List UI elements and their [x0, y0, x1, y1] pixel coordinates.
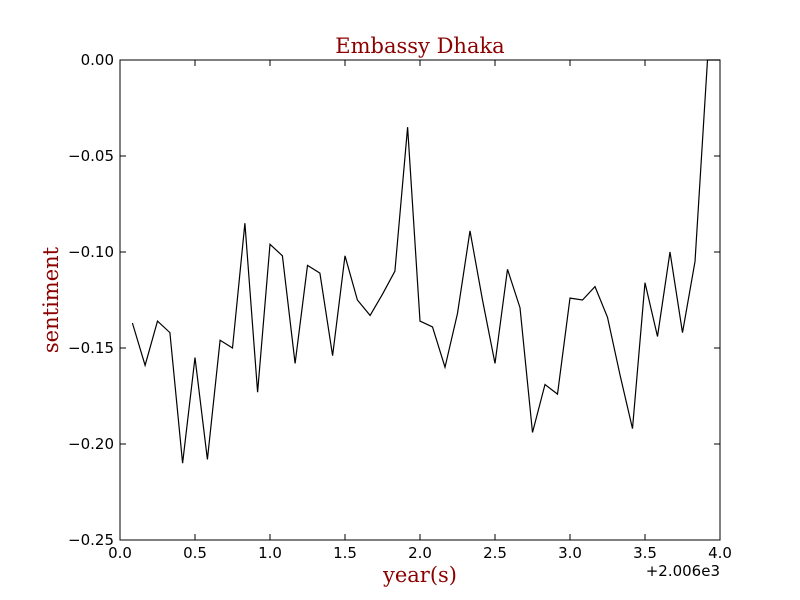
chart-title: Embassy Dhaka — [335, 34, 504, 58]
y-tick-label: −0.20 — [68, 435, 114, 453]
series-line — [131, 59, 720, 464]
x-axis: 0.0 0.5 1.0 1.5 2.0 2.5 3.0 3.5 4.0 — [108, 60, 732, 562]
x-axis-label: year(s) — [382, 563, 457, 587]
plot-area — [119, 59, 721, 541]
x-tick-label: 3.5 — [633, 544, 657, 562]
y-tick-label: −0.10 — [68, 243, 114, 261]
x-tick-label: 2.0 — [408, 544, 432, 562]
x-offset-label: +2.006e3 — [646, 562, 720, 580]
x-tick-label: 0.0 — [108, 544, 132, 562]
y-axis-label: sentiment — [39, 246, 63, 353]
x-tick-label: 0.5 — [183, 544, 207, 562]
x-tick-label: 1.5 — [333, 544, 357, 562]
x-tick-label: 3.0 — [558, 544, 582, 562]
y-tick-label: −0.25 — [68, 531, 114, 549]
y-tick-label: −0.15 — [68, 339, 114, 357]
y-tick-label: −0.05 — [68, 147, 114, 165]
x-tick-label: 2.5 — [483, 544, 507, 562]
y-axis: 0.00 −0.05 −0.10 −0.15 −0.20 −0.25 — [68, 51, 720, 549]
y-tick-label: 0.00 — [81, 51, 114, 69]
x-tick-label: 1.0 — [258, 544, 282, 562]
x-tick-label: 4.0 — [708, 544, 732, 562]
plot-frame — [119, 59, 721, 541]
